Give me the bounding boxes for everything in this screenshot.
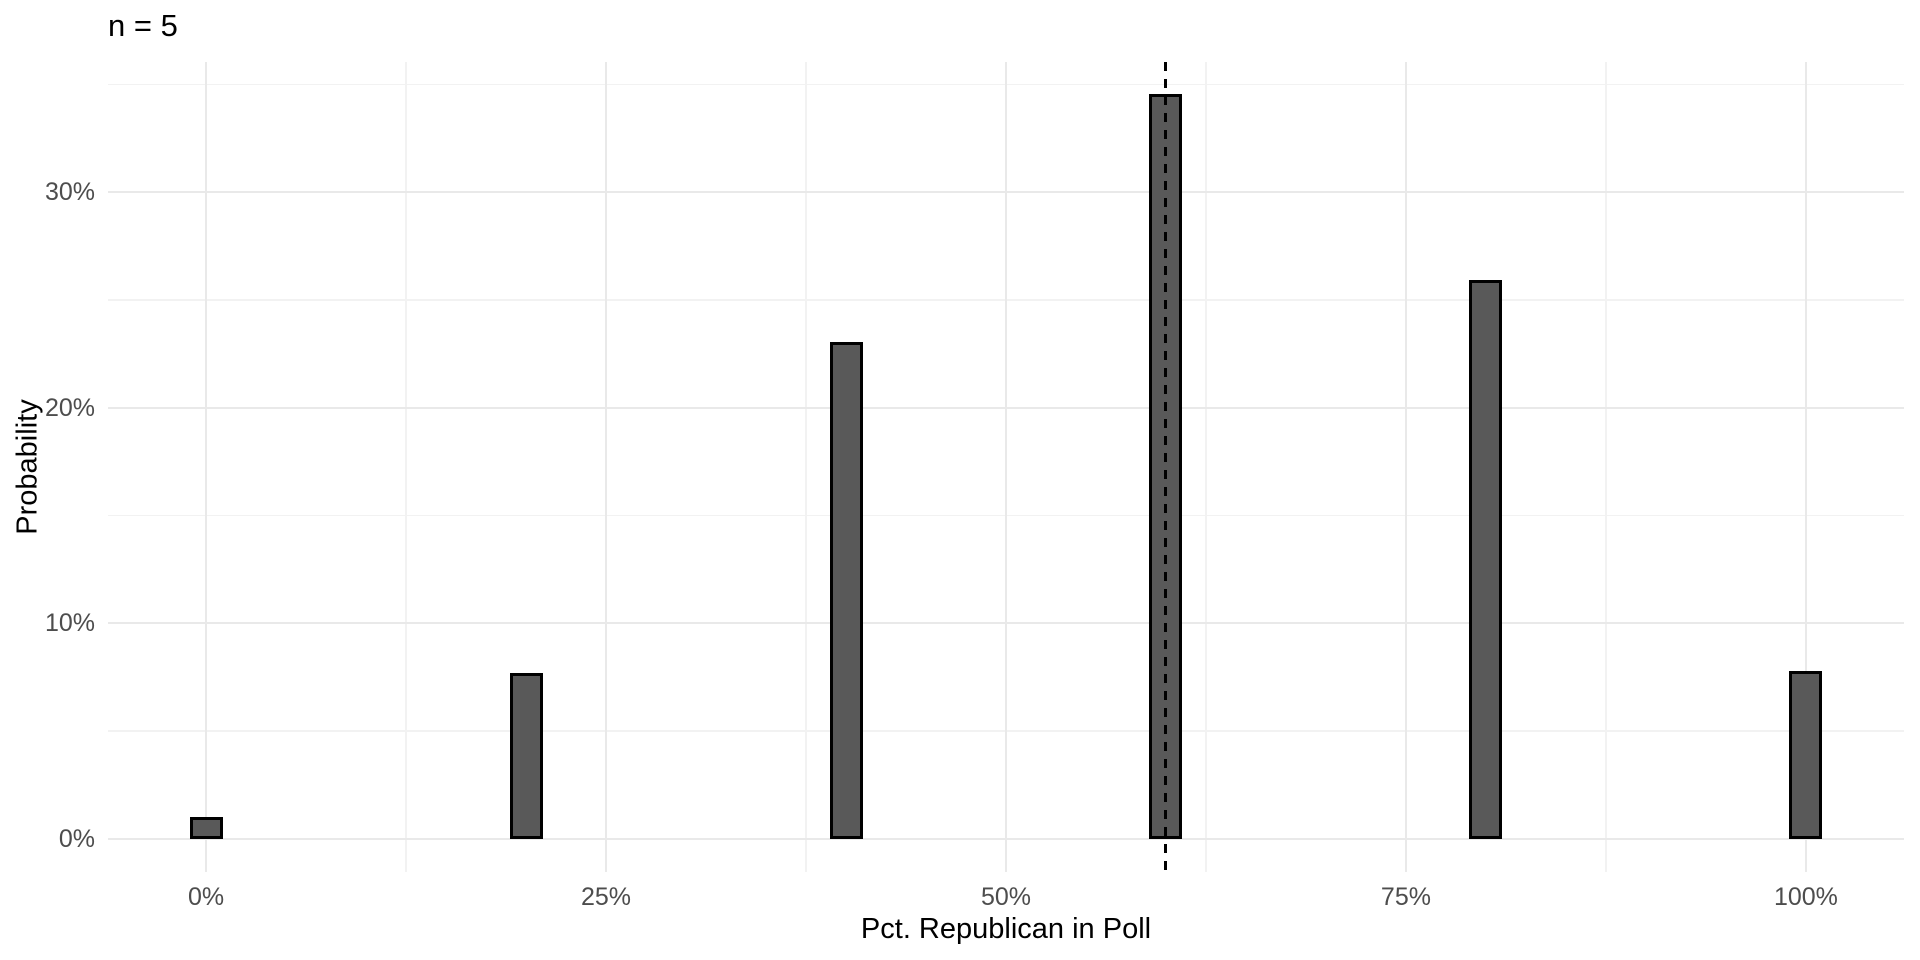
x-tick-label: 75% [1380, 883, 1431, 911]
y-tick-label: 0% [58, 824, 95, 853]
x-minor-gridline [1605, 62, 1607, 872]
y-tick-label: 10% [44, 609, 95, 638]
bar [829, 342, 863, 839]
reference-vline [1164, 62, 1168, 872]
x-tick-label: 0% [187, 883, 225, 911]
bar [509, 673, 543, 839]
chart-title: n = 5 [108, 8, 178, 43]
x-minor-gridline [1205, 62, 1207, 872]
x-tick-label: 50% [980, 883, 1032, 911]
x-major-gridline [1804, 62, 1807, 872]
x-tick-label: 100% [1773, 883, 1838, 911]
x-minor-gridline [805, 62, 807, 872]
x-major-gridline [1005, 62, 1007, 872]
x-axis-title: Pct. Republican in Poll [860, 913, 1152, 945]
x-major-gridline [605, 62, 608, 872]
bar [1789, 671, 1823, 839]
bar [189, 816, 223, 839]
y-tick-label: 30% [44, 178, 95, 207]
x-minor-gridline [405, 62, 407, 872]
x-major-gridline [205, 62, 208, 872]
x-tick-label: 25% [581, 883, 632, 911]
y-tick-label: 20% [44, 393, 95, 422]
bar [1469, 280, 1503, 839]
x-major-gridline [1404, 62, 1407, 872]
